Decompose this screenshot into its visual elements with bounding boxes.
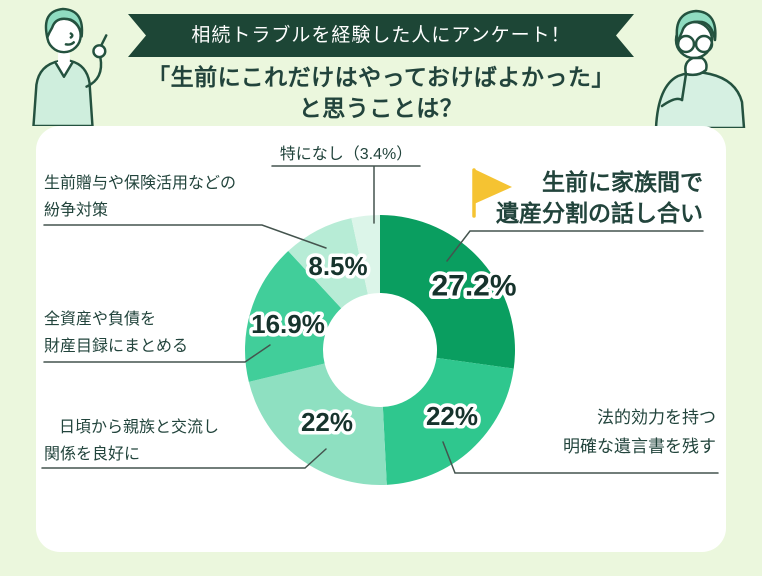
donut-value-label-4: 16.9% <box>251 309 325 339</box>
page-title-line2: と思うことは？ <box>298 95 464 121</box>
callout-line-inventory <box>43 344 271 363</box>
callout-discussion-line1: 生前に家族間で <box>542 169 703 195</box>
callout-line-gift <box>43 224 327 249</box>
banner-ribbon: 相続トラブルを経験した人にアンケート！ <box>128 14 634 57</box>
page-title: 「生前にこれだけはやっておけばよかった」 と思うことは？ <box>0 62 762 124</box>
person-left-hand <box>92 44 107 59</box>
person-right-forearm <box>680 72 688 102</box>
person-left-eye <box>69 32 74 39</box>
callout-inventory-line1: 全資産や負債を <box>44 311 157 328</box>
person-left-body <box>32 59 94 126</box>
person-left-illustration <box>32 7 108 126</box>
callout-discussion-line2: 遺産分割の話し合い <box>496 200 703 226</box>
callout-discussion: 生前に家族間で 遺産分割の話し合い <box>470 167 703 229</box>
callout-relations: 日頃から親族と交流し 関係を良好に <box>44 414 219 468</box>
donut-value-label-5: 8.5% <box>308 251 367 281</box>
callout-none: 特になし（3.4%） <box>262 141 430 168</box>
donut-segment-6 <box>351 215 380 295</box>
callout-line-discussion <box>446 230 704 262</box>
person-right-hand <box>684 56 708 77</box>
callout-relations-line2: 関係を良好に <box>44 446 141 463</box>
flag-icon <box>472 168 512 218</box>
donut-segment-4 <box>245 251 342 382</box>
person-left-mouth <box>64 41 76 46</box>
donut-segments <box>245 215 515 486</box>
banner-text: 相続トラブルを経験した人にアンケート！ <box>191 25 571 46</box>
donut-segment-5 <box>288 218 368 309</box>
callout-gift-line1: 生前贈与や保険活用などの <box>44 175 237 192</box>
donut-value-labels: 27.2% 22% 22% 16.9% 8.5% <box>248 248 520 441</box>
donut-value-label-2: 22% <box>426 401 478 431</box>
person-left-neck <box>58 51 70 63</box>
callout-none-text: 特になし（3.4%） <box>279 146 413 163</box>
callout-gift: 生前贈与や保険活用などの 紛争対策 <box>44 170 236 224</box>
donut-segment-1 <box>380 215 515 369</box>
callout-line-will <box>442 441 719 474</box>
person-left-finger <box>100 34 108 47</box>
person-right-arm <box>660 97 684 108</box>
donut-value-label-3: 22% <box>301 407 353 437</box>
callout-line-relations <box>41 448 327 469</box>
callout-will-line1: 法的効力を持つ <box>597 408 716 427</box>
person-left-collar <box>53 60 75 78</box>
callout-gift-line2: 紛争対策 <box>44 202 109 219</box>
callout-relations-line1: 日頃から親族と交流し <box>59 419 220 436</box>
person-left-hair <box>44 7 84 39</box>
callout-will: 法的効力を持つ 明確な遺言書を残す <box>500 403 716 461</box>
donut-value-label-1: 27.2% <box>431 270 516 303</box>
callout-inventory: 全資産や負債を 財産目録にまとめる <box>44 306 188 360</box>
page-title-line1: 「生前にこれだけはやっておけばよかった」 <box>147 64 615 90</box>
callout-line-none <box>271 165 421 224</box>
donut-segment-3 <box>248 363 387 486</box>
person-left-arm <box>85 55 103 88</box>
donut-segment-2 <box>382 357 514 485</box>
callout-will-line2: 明確な遺言書を残す <box>563 437 716 456</box>
person-right-illustration <box>654 9 746 128</box>
person-right-hair <box>675 9 717 46</box>
callout-inventory-line2: 財産目録にまとめる <box>44 338 189 355</box>
